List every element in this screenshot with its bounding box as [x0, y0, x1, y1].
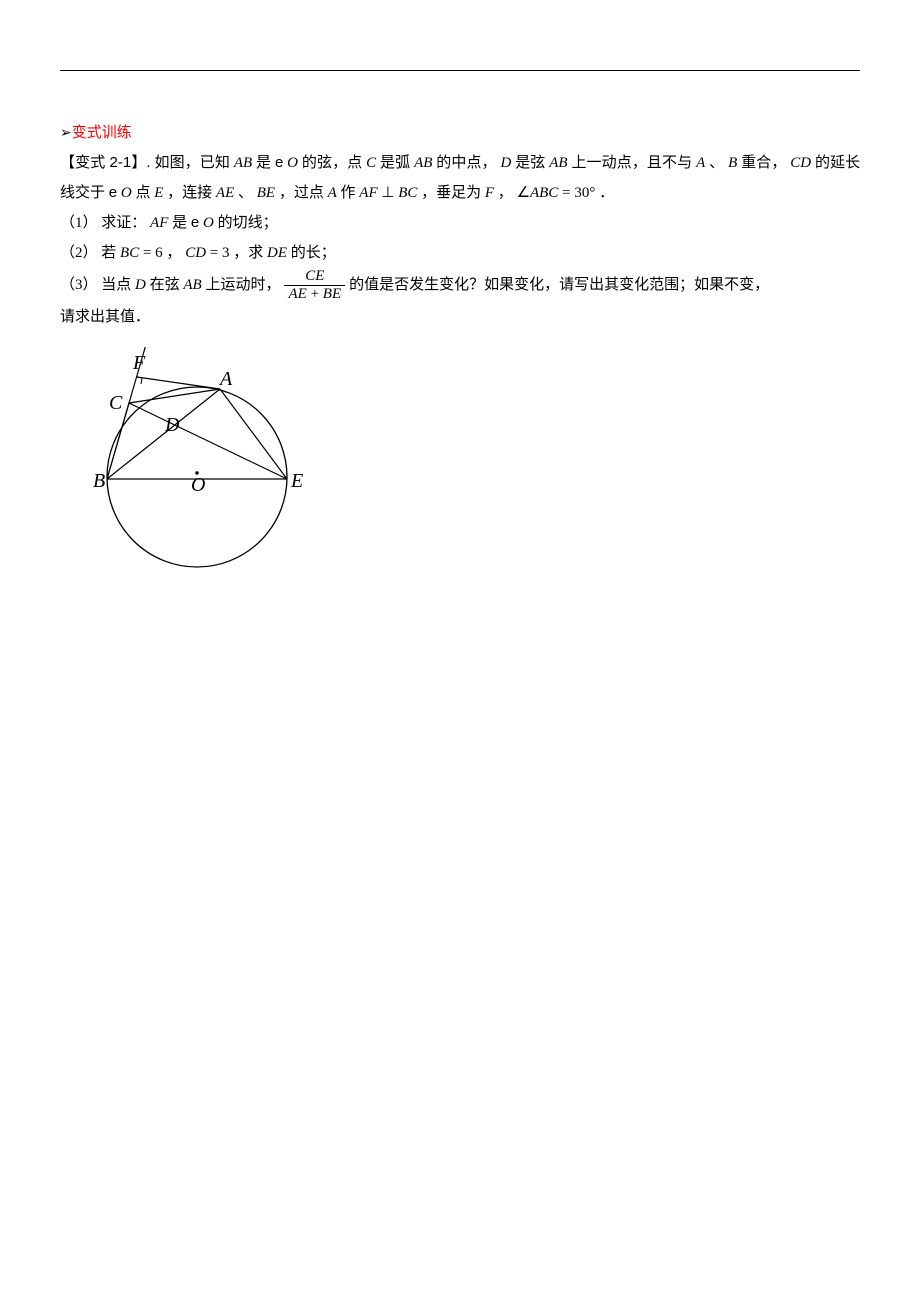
- stem-text: 、: [709, 155, 724, 171]
- svg-text:O: O: [191, 474, 205, 496]
- fraction-denominator: AE + BE: [284, 286, 345, 303]
- stem-text: ，过点: [279, 185, 324, 201]
- var-O: O: [203, 215, 214, 231]
- stem-text: 的中点，: [436, 155, 496, 171]
- svg-text:E: E: [290, 470, 303, 492]
- stem-text: 上一动点，且不与: [571, 155, 692, 171]
- q1-text: 是: [172, 215, 187, 231]
- var-AB: AB: [234, 155, 252, 171]
- arrow-icon: ➢: [60, 124, 72, 140]
- var-D: D: [501, 155, 512, 171]
- q3-text: 上运动时，: [205, 277, 280, 293]
- bc-value: 6: [155, 245, 163, 261]
- var-AB: AB: [183, 277, 201, 293]
- var-C: C: [366, 155, 376, 171]
- section-title: 变式训练: [72, 124, 132, 141]
- q3-text: 在弦: [150, 277, 180, 293]
- q2-text: ，: [166, 245, 181, 261]
- q1-text: 求证：: [101, 215, 146, 231]
- fraction-expression: CE AE + BE: [284, 268, 345, 302]
- equals-symbol: =: [210, 245, 218, 261]
- var-AB: AB: [549, 155, 567, 171]
- var-B: B: [728, 155, 737, 171]
- angle-symbol: ∠: [517, 185, 530, 201]
- stem-text: 是弧: [380, 155, 410, 171]
- problem-label: 【变式 2-1】.: [60, 154, 151, 171]
- perp-symbol: ⊥: [381, 185, 394, 201]
- stem-text: 点: [135, 185, 150, 201]
- circle-symbol: e: [109, 184, 117, 201]
- var-BC: BC: [120, 245, 139, 261]
- stem-text: 是: [256, 155, 271, 171]
- var-ABC: ABC: [530, 185, 558, 201]
- var-CD: CD: [185, 245, 206, 261]
- q1-text: 的切线；: [218, 215, 278, 231]
- var-AE: AE: [216, 185, 234, 201]
- cd-value: 3: [222, 245, 230, 261]
- stem-text: 是弦: [515, 155, 545, 171]
- stem-text: ，: [498, 185, 513, 201]
- question-3-line1: （3） 当点 D 在弦 AB 上运动时， CE AE + BE 的值是否发生变化…: [60, 268, 860, 302]
- problem-body: 【变式 2-1】. 如图，已知 AB 是 e O 的弦，点 C 是弧 AB 的中…: [60, 148, 860, 208]
- stem-text: 重合，: [741, 155, 786, 171]
- stem-text: 如图，已知: [154, 155, 229, 171]
- question-1: （1） 求证： AF 是 e O 的切线；: [60, 208, 860, 238]
- stem-text: ，垂足为: [421, 185, 481, 201]
- var-O: O: [287, 155, 298, 171]
- q2-text: 的长；: [291, 245, 336, 261]
- part-number-3: （3）: [60, 270, 98, 300]
- q2-text: ，求: [233, 245, 263, 261]
- equals-symbol: =: [562, 185, 570, 201]
- stem-text: ．: [599, 185, 614, 201]
- q3-text: 当点: [101, 277, 131, 293]
- var-AF: AF: [359, 185, 377, 201]
- svg-text:C: C: [109, 392, 123, 414]
- var-O: O: [121, 185, 132, 201]
- stem-text: ，连接: [167, 185, 212, 201]
- stem-text: 的弦，点: [302, 155, 362, 171]
- svg-text:F: F: [132, 352, 146, 374]
- q3-text: 请求出其值．: [60, 309, 150, 325]
- degree-symbol: °: [589, 185, 595, 201]
- page-container: ➢变式训练 【变式 2-1】. 如图，已知 AB 是 e O 的弦，点 C 是弧…: [0, 0, 920, 577]
- stem-text: 、: [238, 185, 253, 201]
- var-D: D: [135, 277, 146, 293]
- geometry-diagram: F A C D O B E: [85, 347, 860, 577]
- var-AB: AB: [414, 155, 432, 171]
- var-CD: CD: [790, 155, 811, 171]
- equals-symbol: =: [143, 245, 151, 261]
- fraction-numerator: CE: [284, 268, 345, 286]
- var-BE: BE: [257, 185, 275, 201]
- part-number-2: （2）: [60, 238, 98, 268]
- section-header: ➢变式训练: [60, 121, 860, 142]
- q2-text: 若: [101, 245, 116, 261]
- var-DE: DE: [267, 245, 287, 261]
- part-number-1: （1）: [60, 208, 98, 238]
- svg-text:A: A: [218, 368, 233, 390]
- circle-symbol: e: [191, 214, 199, 231]
- var-BC: BC: [398, 185, 417, 201]
- svg-text:D: D: [164, 414, 180, 436]
- circle-symbol: e: [275, 154, 283, 171]
- q3-text: 的值是否发生变化？如果变化，请写出其变化范围；如果不变，: [349, 270, 769, 300]
- angle-value: 30: [574, 185, 589, 201]
- var-A: A: [328, 185, 337, 201]
- var-F: F: [485, 185, 494, 201]
- top-horizontal-rule: [60, 70, 860, 71]
- var-AF: AF: [150, 215, 168, 231]
- question-2: （2） 若 BC = 6 ， CD = 3 ，求 DE 的长；: [60, 238, 860, 268]
- var-A: A: [696, 155, 705, 171]
- stem-text: 作: [341, 185, 356, 201]
- diagram-svg: F A C D O B E: [85, 347, 315, 572]
- question-3-line2: 请求出其值．: [60, 302, 860, 332]
- var-E: E: [154, 185, 163, 201]
- svg-text:B: B: [93, 470, 105, 492]
